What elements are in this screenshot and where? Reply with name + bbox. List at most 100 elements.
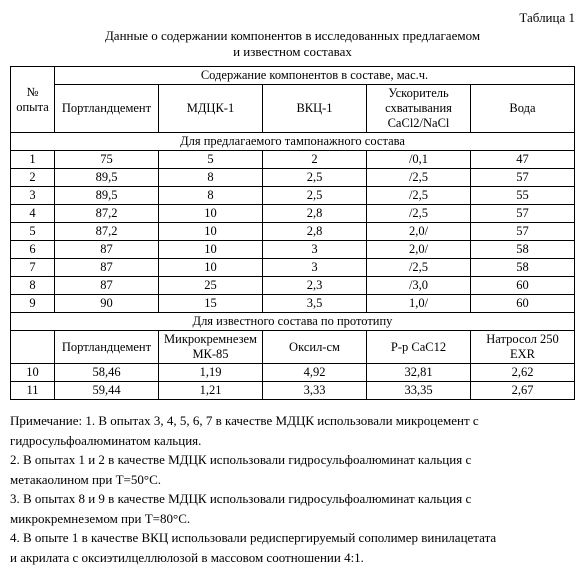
table-row: 587,2102,82,0/57 [11, 223, 575, 241]
header-c1: Портландцемент [55, 85, 159, 133]
cell-n: 10 [11, 364, 55, 382]
header-c2: МДЦК-1 [159, 85, 263, 133]
cell: /2,5 [367, 205, 471, 223]
cell: 58 [471, 241, 575, 259]
header2-c5: Натросол 250 EXR [471, 331, 575, 364]
header-c3: ВКЦ-1 [263, 85, 367, 133]
section1-row: Для предлагаемого тампонажного состава [11, 133, 575, 151]
cell: 3 [263, 241, 367, 259]
note-4a: 4. В опыте 1 в качестве ВКЦ использовали… [10, 529, 575, 547]
cell: /0,1 [367, 151, 471, 169]
title-line1: Данные о содержании компонентов в исслед… [105, 28, 480, 43]
cell: 90 [55, 295, 159, 313]
cell-n: 8 [11, 277, 55, 295]
cell: 3,5 [263, 295, 367, 313]
cell: /3,0 [367, 277, 471, 295]
cell: 2,0/ [367, 223, 471, 241]
cell: 33,35 [367, 382, 471, 400]
cell: 47 [471, 151, 575, 169]
cell: 57 [471, 223, 575, 241]
table-row: 990153,51,0/60 [11, 295, 575, 313]
cell-n: 3 [11, 187, 55, 205]
cell: 8 [159, 187, 263, 205]
cell: 4,92 [263, 364, 367, 382]
cell: 87,2 [55, 205, 159, 223]
cell: 3 [263, 259, 367, 277]
cell: 60 [471, 295, 575, 313]
cell-n: 11 [11, 382, 55, 400]
header-c5: Вода [471, 85, 575, 133]
cell-n: 5 [11, 223, 55, 241]
table-row: 487,2102,8/2,557 [11, 205, 575, 223]
note-4b: и акрилата с оксиэтилцеллюлозой в массов… [10, 549, 575, 567]
cell: 59,44 [55, 382, 159, 400]
cell: 89,5 [55, 169, 159, 187]
table-row: 6871032,0/58 [11, 241, 575, 259]
cell: /2,5 [367, 259, 471, 277]
header2-c2: Микрокремнезем МК-85 [159, 331, 263, 364]
header-row-2: Портландцемент МДЦК-1 ВКЦ-1 Ускоритель с… [11, 85, 575, 133]
table-row: 1159,441,213,3333,352,67 [11, 382, 575, 400]
cell: 2,67 [471, 382, 575, 400]
notes-block: Примечание: 1. В опытах 3, 4, 5, 6, 7 в … [10, 412, 575, 566]
cell: 5 [159, 151, 263, 169]
note-3a: 3. В опытах 8 и 9 в качестве МДЦК исполь… [10, 490, 575, 508]
cell: 10 [159, 205, 263, 223]
cell-n: 7 [11, 259, 55, 277]
note-2b: метакаолином при Т=50°С. [10, 471, 575, 489]
cell: 87 [55, 241, 159, 259]
cell: 1,21 [159, 382, 263, 400]
header-row-1: № опыта Содержание компонентов в составе… [11, 67, 575, 85]
cell: 2,8 [263, 223, 367, 241]
note-1a: Примечание: 1. В опытах 3, 4, 5, 6, 7 в … [10, 412, 575, 430]
header2-c3: Оксил-см [263, 331, 367, 364]
cell: /2,5 [367, 187, 471, 205]
table-row: 1058,461,194,9232,812,62 [11, 364, 575, 382]
header2-c4: Р-р CaC12 [367, 331, 471, 364]
table-row: 389,582,5/2,555 [11, 187, 575, 205]
cell: 15 [159, 295, 263, 313]
table-row: 17552/0,147 [11, 151, 575, 169]
table-title: Данные о содержании компонентов в исслед… [10, 28, 575, 60]
data-table: № опыта Содержание компонентов в составе… [10, 66, 575, 400]
cell: 87,2 [55, 223, 159, 241]
cell-n: 9 [11, 295, 55, 313]
cell: 2,62 [471, 364, 575, 382]
section2-row: Для известного состава по прототипу [11, 313, 575, 331]
cell: 1,0/ [367, 295, 471, 313]
table-label: Таблица 1 [10, 10, 575, 26]
cell: 75 [55, 151, 159, 169]
cell: 87 [55, 277, 159, 295]
table-row: 289,582,5/2,557 [11, 169, 575, 187]
cell: 10 [159, 223, 263, 241]
cell-n: 1 [11, 151, 55, 169]
cell: 57 [471, 169, 575, 187]
cell: 87 [55, 259, 159, 277]
note-3b: микрокремнеземом при Т=80°С. [10, 510, 575, 528]
header-num: № опыта [11, 67, 55, 133]
cell: 10 [159, 259, 263, 277]
cell: 2 [263, 151, 367, 169]
cell: 8 [159, 169, 263, 187]
cell: 1,19 [159, 364, 263, 382]
cell: 55 [471, 187, 575, 205]
cell-n: 4 [11, 205, 55, 223]
table-row: 787103/2,558 [11, 259, 575, 277]
title-line2: и известном составах [233, 44, 352, 59]
cell: 89,5 [55, 187, 159, 205]
cell: 10 [159, 241, 263, 259]
cell: 2,5 [263, 187, 367, 205]
header2-row: Портландцемент Микрокремнезем МК-85 Окси… [11, 331, 575, 364]
section2-label: Для известного состава по прототипу [11, 313, 575, 331]
header-c4: Ускоритель схватывания CaCl2/NaCl [367, 85, 471, 133]
table-row: 887252,3/3,060 [11, 277, 575, 295]
cell: 60 [471, 277, 575, 295]
note-2a: 2. В опытах 1 и 2 в качестве МДЦК исполь… [10, 451, 575, 469]
section1-label: Для предлагаемого тампонажного состава [11, 133, 575, 151]
header2-c1: Портландцемент [55, 331, 159, 364]
header-group: Содержание компонентов в составе, мас.ч. [55, 67, 575, 85]
cell: 2,5 [263, 169, 367, 187]
cell: 3,33 [263, 382, 367, 400]
cell-n: 2 [11, 169, 55, 187]
cell: 2,3 [263, 277, 367, 295]
